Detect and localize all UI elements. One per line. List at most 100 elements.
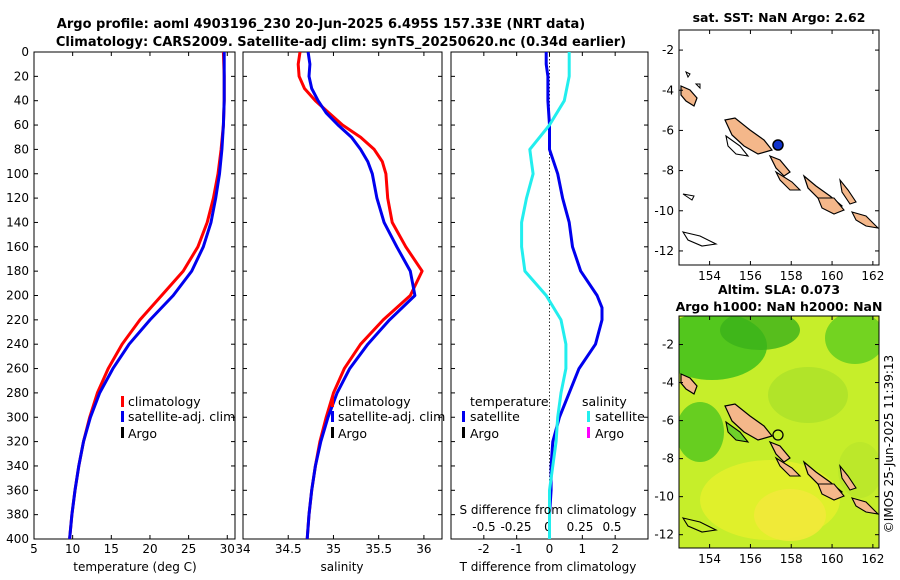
legend-label-temp-satellite: satellite	[470, 409, 520, 424]
sla-map-title-2: Argo h1000: NaN h2000: NaN	[676, 299, 883, 314]
x-tick-label: 10	[65, 542, 80, 556]
x-tick-label: 25	[181, 542, 196, 556]
island-makira	[850, 211, 879, 229]
latitude-tick-label: -12	[654, 528, 674, 542]
salinity-difference-tick: -0.5	[472, 520, 495, 534]
sla-map-ticks: 154 156 158 160 162 -2 -4 -6 -8 -10 -12	[654, 316, 884, 566]
depth-tick-label: 140	[6, 215, 29, 229]
legend-swatch-satellite	[121, 411, 124, 422]
depth-tick-label: 300	[6, 410, 29, 424]
x-tick-label: 0	[546, 542, 554, 556]
x-tick-label: -2	[478, 542, 490, 556]
depth-tick-label: 320	[6, 435, 29, 449]
legend-swatch-sal-satellite	[587, 411, 590, 422]
legend-label-climatology: climatology	[338, 394, 411, 409]
x-tick-label: 35.5	[365, 542, 392, 556]
sla-low-anomaly	[679, 402, 724, 462]
legend-label-sal-argo: Argo	[595, 426, 624, 441]
longitude-tick-label: 156	[739, 269, 762, 283]
x-tick-label: 20	[142, 542, 157, 556]
legend-swatch-temp-satellite	[462, 411, 465, 422]
temperature-axes-frame	[33, 51, 236, 540]
depth-tick-label: 340	[6, 459, 29, 473]
legend-title-salinity: salinity	[582, 394, 627, 409]
x-tick-label: 34	[235, 542, 250, 556]
x-tick-label: -1	[511, 542, 523, 556]
salinity-series	[296, 52, 424, 539]
island-bougainville	[724, 403, 774, 441]
island-choiseul	[768, 440, 791, 463]
legend-label-sal-satellite: satellite	[595, 409, 645, 424]
latitude-tick-label: -6	[662, 414, 674, 428]
argo-float-marker	[772, 139, 784, 151]
sst-map-frame	[678, 29, 880, 266]
salinity-x-axis: 34 34.5 35 35.5 36	[235, 52, 432, 556]
island-louisiade	[681, 517, 718, 533]
legend-swatch-temp-argo	[462, 427, 465, 438]
latitude-tick-label: -6	[662, 123, 674, 137]
x-tick-label: 30	[220, 542, 235, 556]
temperature-xlabel: temperature (deg C)	[73, 560, 196, 574]
x-tick-label: 36	[416, 542, 431, 556]
island-bougainville	[724, 117, 774, 155]
island-makira	[850, 497, 879, 515]
latitude-tick-label: -8	[662, 452, 674, 466]
longitude-tick-label: 162	[861, 552, 884, 566]
salinity-difference-tick: -0.25	[500, 520, 531, 534]
island-guadalcanal	[817, 483, 845, 501]
longitude-tick-label: 154	[698, 269, 721, 283]
island-shoal	[725, 134, 750, 157]
island-guadalcanal	[817, 197, 845, 215]
legend-label-argo: Argo	[338, 426, 367, 441]
sla-map: Altim. SLA: 0.073 Argo h1000: NaN h2000:…	[654, 282, 884, 566]
series-line-temperature-satellite	[544, 52, 604, 539]
imos-watermark: ©IMOS 25-Jun-2025 11:39:13	[882, 355, 896, 533]
depth-tick-label: 220	[6, 313, 29, 327]
temperature-difference-label: T difference from climatology	[459, 560, 637, 574]
temperature-x-axis: 5 10 15 20 25 30	[30, 52, 235, 556]
longitude-tick-label: 160	[821, 552, 844, 566]
depth-tick-label: 400	[6, 532, 29, 546]
legend-title-temperature: temperature	[470, 394, 549, 409]
legend-label-temp-argo: Argo	[470, 426, 499, 441]
legend-label-argo: Argo	[128, 426, 157, 441]
temperature-panel: 0204060801001201401601802002202402602803…	[6, 45, 648, 574]
island-islet	[694, 83, 701, 90]
depth-tick-label: 360	[6, 483, 29, 497]
figure-title-line2: Climatology: CARS2009. Satellite-adj cli…	[56, 35, 626, 50]
longitude-tick-label: 154	[698, 552, 721, 566]
longitude-tick-label: 156	[739, 552, 762, 566]
legend-swatch-satellite	[331, 411, 334, 422]
salinity-xlabel: salinity	[320, 560, 363, 574]
latitude-tick-label: -4	[662, 83, 674, 97]
longitude-tick-label: 162	[861, 269, 884, 283]
series-line-climatology	[68, 52, 226, 539]
series-line-salinity-satellite	[520, 52, 571, 539]
x-tick-label: 15	[104, 542, 119, 556]
sst-map-ticks: 154 156 158 160 162 -2 -4 -6 -8 -10 -12	[654, 30, 884, 283]
salinity-panel: 34 34.5 35 35.5 36 salinity climatology sate…	[235, 51, 445, 574]
latitude-tick-label: -2	[662, 338, 674, 352]
salinity-difference-tick: 0.5	[602, 520, 621, 534]
difference-x-axis: -2 -1 0 1 2	[478, 52, 619, 556]
island-malaita	[839, 178, 857, 205]
difference-legend: temperature satellite Argo salinity sate…	[462, 394, 645, 441]
salinity-difference-axis: -0.5 -0.25 0 0.25 0.5	[472, 520, 621, 534]
island-malaita	[839, 464, 857, 491]
latitude-tick-label: -4	[662, 376, 674, 390]
difference-series	[520, 52, 604, 539]
island-shoal	[725, 420, 750, 443]
salinity-legend: climatology satellite-adj. clim Argo	[331, 394, 445, 441]
legend-swatch-climatology	[121, 396, 124, 407]
legend-label-satellite: satellite-adj. clim	[128, 409, 235, 424]
depth-tick-label: 120	[6, 191, 29, 205]
sst-map-coastlines	[680, 70, 879, 247]
salinity-axes-frame	[242, 51, 443, 540]
depth-tick-label: 260	[6, 362, 29, 376]
legend-swatch-argo	[121, 427, 124, 438]
sla-map-title-1: Altim. SLA: 0.073	[718, 282, 840, 297]
island-islet	[682, 193, 695, 201]
x-tick-label: 2	[611, 542, 619, 556]
sst-map-title: sat. SST: NaN Argo: 2.62	[693, 10, 866, 25]
